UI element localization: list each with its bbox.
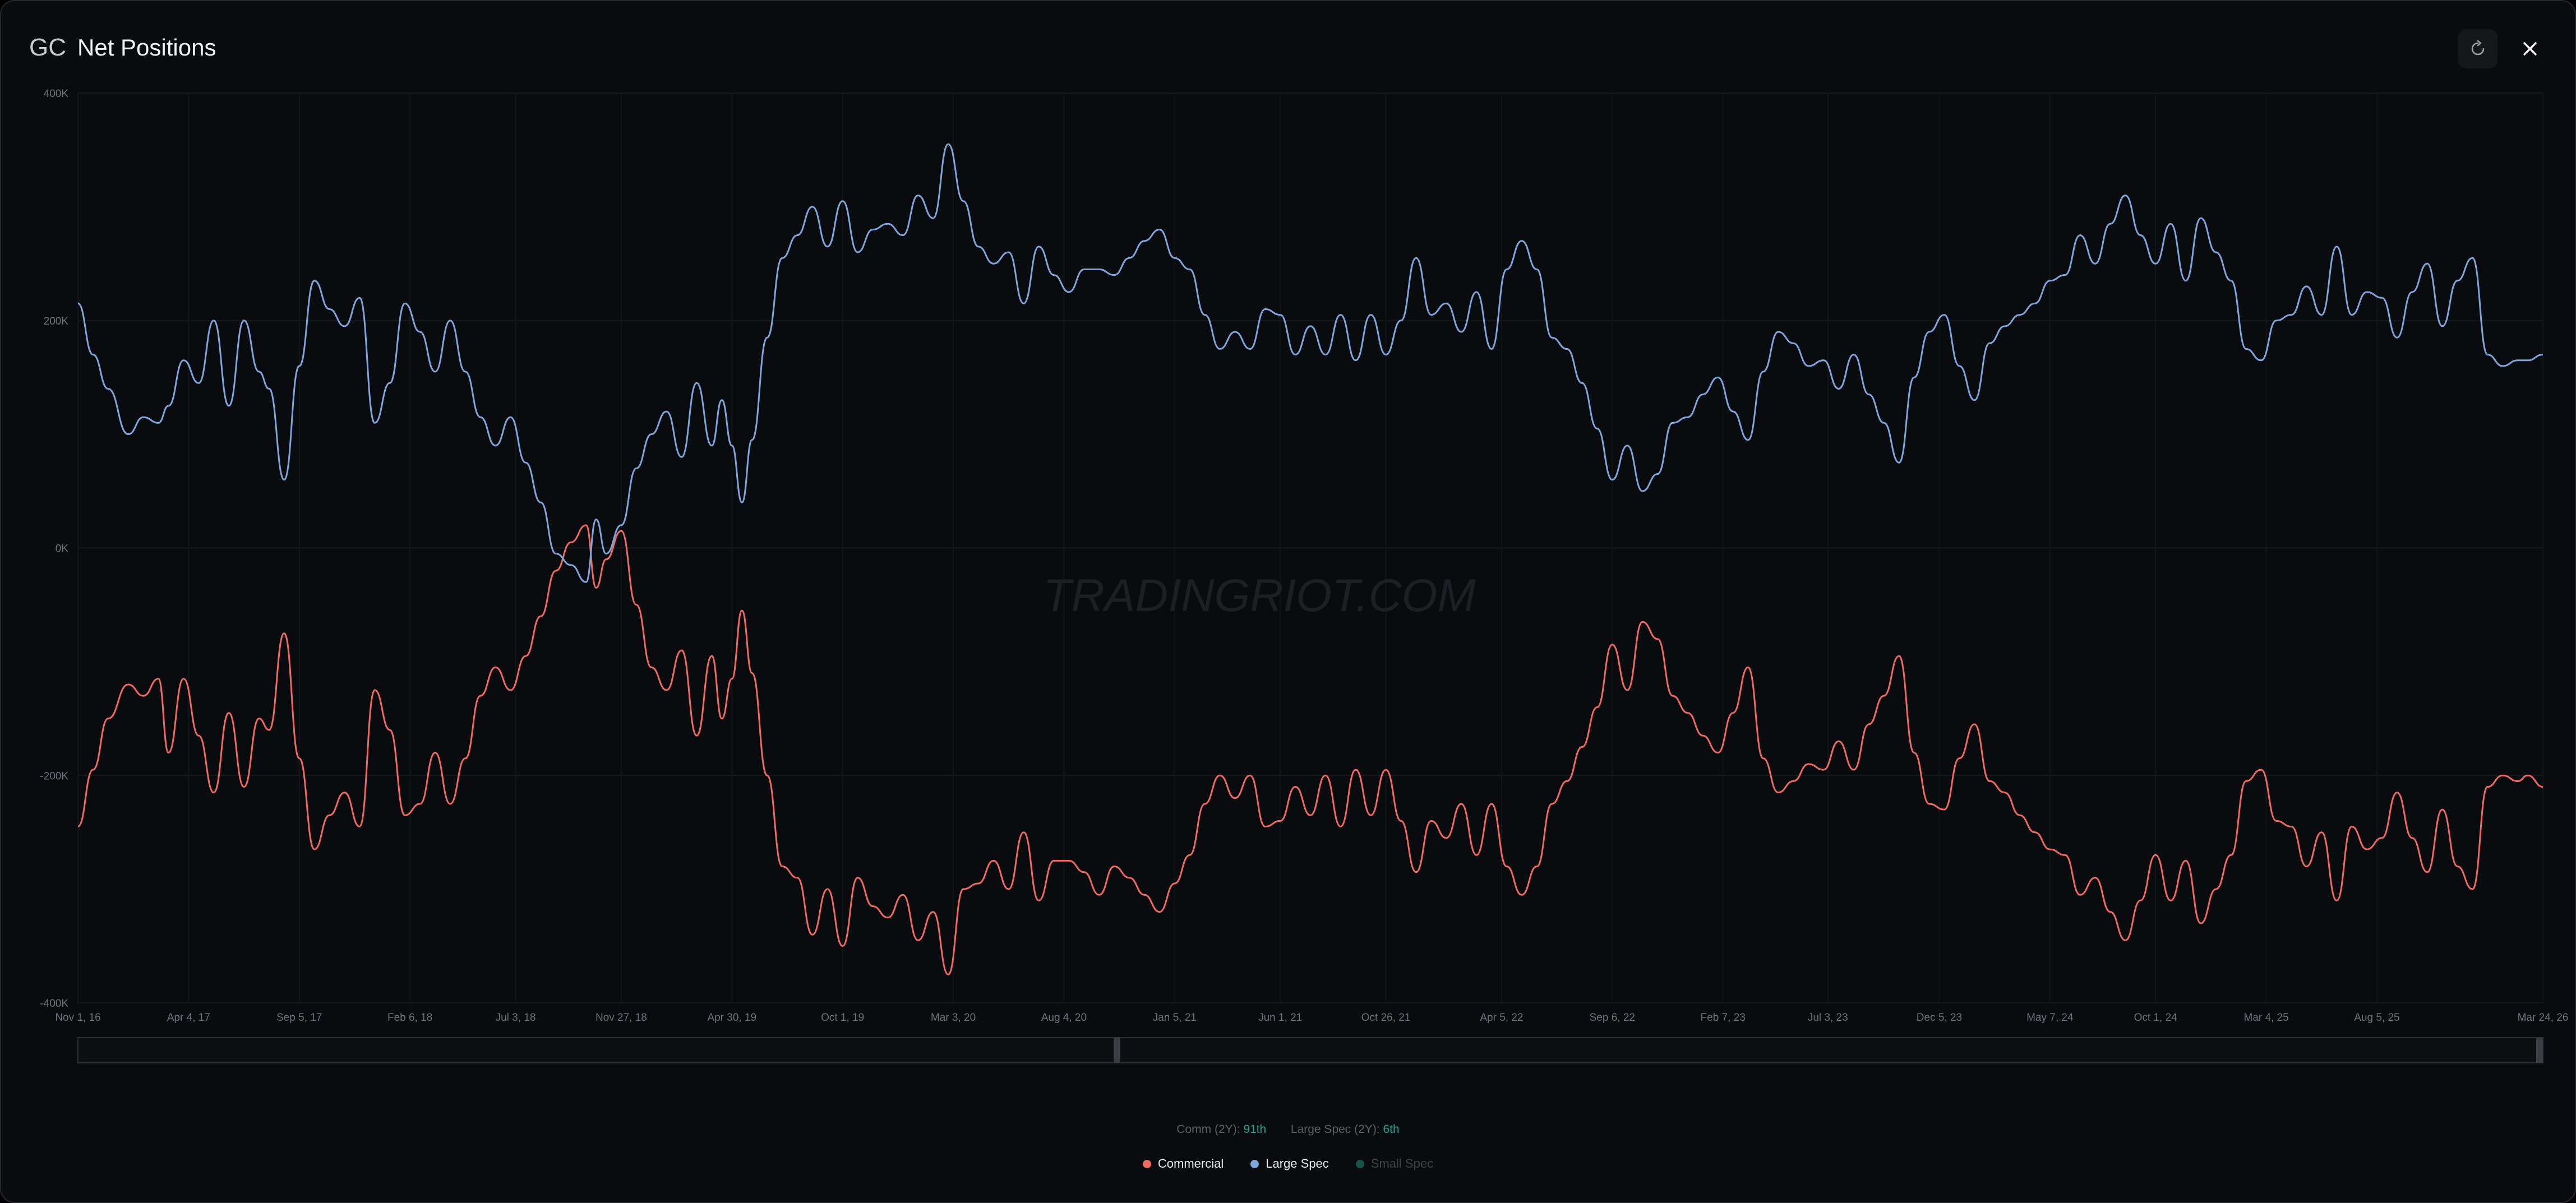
x-tick-label: Nov 27, 18 [595, 1012, 647, 1024]
x-tick-label: Oct 1, 24 [2134, 1012, 2178, 1024]
y-tick-label: 400K [44, 88, 69, 100]
legend-item-small-spec[interactable]: Small Spec [1355, 1156, 1434, 1171]
x-tick-label: Apr 5, 22 [1480, 1012, 1523, 1024]
navigator-track[interactable] [77, 1037, 2543, 1063]
reset-zoom-icon [2471, 40, 2485, 55]
modal-header: GC Net Positions [29, 34, 216, 62]
x-tick-label: Sep 6, 22 [1590, 1012, 1635, 1024]
x-tick-label: Mar 24, 26 [2518, 1012, 2569, 1024]
comm-stat-value: 91th [1243, 1123, 1267, 1136]
y-tick-label: -400K [40, 998, 68, 1010]
x-tick-label: Mar 4, 25 [2243, 1012, 2288, 1024]
series [77, 143, 2543, 975]
x-tick-label: Dec 5, 23 [1917, 1012, 1962, 1024]
grid [77, 92, 2543, 1003]
series-line-commercial [77, 524, 2543, 975]
range-navigator[interactable] [77, 1037, 2543, 1063]
symbol-label: GC [29, 34, 66, 61]
x-tick-label: May 7, 24 [2026, 1012, 2074, 1024]
close-button[interactable] [2510, 29, 2550, 68]
x-tick-label: Feb 6, 18 [387, 1012, 432, 1024]
x-tick-label: Feb 7, 23 [1701, 1012, 1746, 1024]
x-tick-label: Oct 26, 21 [1361, 1012, 1411, 1024]
legend-dot [1355, 1159, 1364, 1168]
series-line-large-spec [77, 143, 2543, 583]
chart-legend: Commercial Large Spec Small Spec [0, 1156, 2576, 1171]
axes: 400K 200K 0K -200K -400K Nov 1, 16 Apr 4, 17 Se… [40, 88, 2568, 1024]
navigator-right-handle[interactable] [2536, 1038, 2543, 1063]
x-tick-label: Jul 3, 23 [1808, 1012, 1848, 1024]
navigator-left-handle[interactable] [1114, 1038, 1120, 1063]
x-tick-label: Apr 30, 19 [707, 1012, 756, 1024]
large-spec-stat-value: 6th [1383, 1123, 1400, 1136]
legend-label: Small Spec [1370, 1156, 1434, 1170]
legend-item-commercial[interactable]: Commercial [1142, 1156, 1224, 1171]
x-tick-label: Jan 5, 21 [1153, 1012, 1197, 1024]
watermark: TRADINGRIOT.COM [1043, 570, 1476, 621]
legend-label: Large Spec [1266, 1156, 1329, 1170]
legend-dot [1142, 1159, 1151, 1168]
x-tick-label: Mar 3, 20 [931, 1012, 976, 1024]
close-icon [2523, 42, 2537, 55]
legend-label: Commercial [1157, 1156, 1224, 1170]
y-tick-label: -200K [40, 770, 68, 782]
page-title: Net Positions [77, 34, 216, 61]
x-tick-label: Nov 1, 16 [55, 1012, 100, 1024]
reset-zoom-button[interactable] [2458, 29, 2497, 68]
x-tick-label: Apr 4, 17 [167, 1012, 210, 1024]
x-tick-label: Jul 3, 18 [496, 1012, 536, 1024]
comm-stat-label: Comm (2Y): [1176, 1123, 1240, 1136]
x-tick-label: Aug 5, 25 [2354, 1012, 2399, 1024]
x-tick-label: Jun 1, 21 [1258, 1012, 1302, 1024]
legend-dot [1250, 1159, 1259, 1168]
y-tick-label: 200K [44, 316, 69, 327]
x-tick-label: Oct 1, 19 [821, 1012, 864, 1024]
percentile-stats: Comm (2Y): 91th Large Spec (2Y): 6th [0, 1123, 2576, 1136]
legend-item-large-spec[interactable]: Large Spec [1250, 1156, 1329, 1171]
large-spec-stat-label: Large Spec (2Y): [1290, 1123, 1380, 1136]
y-tick-label: 0K [56, 543, 69, 555]
x-tick-label: Aug 4, 20 [1041, 1012, 1087, 1024]
x-tick-label: Sep 5, 17 [276, 1012, 322, 1024]
